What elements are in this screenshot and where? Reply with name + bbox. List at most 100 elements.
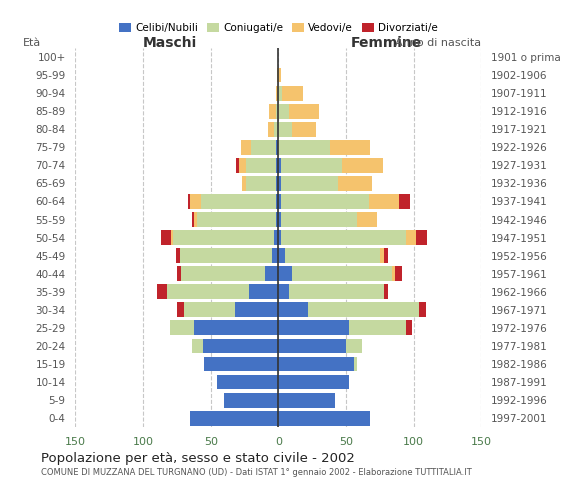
Bar bbox=[369, 194, 399, 209]
Bar bbox=[278, 158, 281, 173]
Bar bbox=[281, 158, 342, 173]
Bar bbox=[177, 302, 184, 317]
Bar bbox=[308, 302, 419, 317]
Text: COMUNE DI MUZZANA DEL TURGNANO (UD) - Dati ISTAT 1° gennaio 2002 - Elaborazione : COMUNE DI MUZZANA DEL TURGNANO (UD) - Da… bbox=[41, 468, 472, 477]
Bar bbox=[218, 375, 278, 389]
Bar bbox=[172, 230, 173, 245]
Bar bbox=[274, 122, 278, 137]
Bar bbox=[235, 302, 278, 317]
Bar bbox=[338, 176, 372, 191]
Bar bbox=[224, 393, 278, 408]
Bar bbox=[342, 158, 383, 173]
Bar bbox=[384, 284, 388, 299]
Bar bbox=[176, 248, 180, 263]
Bar bbox=[354, 357, 357, 372]
Bar bbox=[276, 176, 278, 191]
Bar bbox=[242, 176, 246, 191]
Bar bbox=[282, 86, 303, 100]
Bar bbox=[157, 284, 168, 299]
Bar bbox=[281, 212, 357, 227]
Bar bbox=[278, 357, 354, 372]
Text: Popolazione per età, sesso e stato civile - 2002: Popolazione per età, sesso e stato civil… bbox=[41, 452, 354, 465]
Bar bbox=[276, 194, 278, 209]
Bar bbox=[204, 357, 278, 372]
Bar bbox=[192, 338, 202, 353]
Bar bbox=[170, 321, 194, 336]
Bar bbox=[192, 212, 194, 227]
Legend: Celibi/Nubili, Coniugati/e, Vedovi/e, Divorziati/e: Celibi/Nubili, Coniugati/e, Vedovi/e, Di… bbox=[115, 19, 442, 37]
Bar bbox=[161, 230, 172, 245]
Bar bbox=[278, 284, 289, 299]
Bar bbox=[267, 122, 274, 137]
Bar bbox=[180, 248, 271, 263]
Bar bbox=[289, 284, 384, 299]
Bar bbox=[277, 68, 278, 83]
Bar bbox=[246, 158, 276, 173]
Bar bbox=[281, 194, 369, 209]
Bar bbox=[237, 158, 239, 173]
Bar bbox=[276, 86, 278, 100]
Bar bbox=[419, 302, 426, 317]
Text: Femmine: Femmine bbox=[351, 36, 422, 50]
Bar bbox=[181, 266, 265, 281]
Bar bbox=[278, 230, 281, 245]
Bar bbox=[384, 248, 388, 263]
Bar bbox=[190, 411, 278, 426]
Bar bbox=[197, 212, 276, 227]
Bar bbox=[278, 194, 281, 209]
Bar bbox=[184, 302, 235, 317]
Bar bbox=[278, 266, 292, 281]
Bar bbox=[278, 68, 281, 83]
Bar bbox=[173, 230, 274, 245]
Bar bbox=[380, 248, 384, 263]
Bar bbox=[274, 230, 278, 245]
Text: Età: Età bbox=[23, 38, 41, 48]
Bar bbox=[278, 302, 308, 317]
Bar bbox=[278, 248, 285, 263]
Bar bbox=[395, 266, 401, 281]
Bar bbox=[330, 140, 371, 155]
Bar bbox=[269, 104, 276, 119]
Bar bbox=[201, 194, 276, 209]
Bar bbox=[276, 140, 278, 155]
Bar bbox=[346, 338, 362, 353]
Bar bbox=[190, 194, 201, 209]
Bar bbox=[278, 375, 349, 389]
Bar bbox=[278, 104, 289, 119]
Bar bbox=[278, 176, 281, 191]
Bar bbox=[202, 338, 278, 353]
Text: Anno di nascita: Anno di nascita bbox=[396, 38, 481, 48]
Bar bbox=[357, 212, 377, 227]
Bar bbox=[276, 212, 278, 227]
Bar bbox=[278, 321, 349, 336]
Bar bbox=[278, 122, 292, 137]
Bar bbox=[416, 230, 427, 245]
Text: Maschi: Maschi bbox=[143, 36, 197, 50]
Bar bbox=[399, 194, 409, 209]
Bar bbox=[278, 338, 346, 353]
Bar bbox=[278, 86, 282, 100]
Bar bbox=[405, 230, 416, 245]
Bar bbox=[349, 321, 405, 336]
Bar bbox=[168, 284, 249, 299]
Bar bbox=[278, 411, 371, 426]
Bar bbox=[188, 194, 190, 209]
Bar bbox=[278, 212, 281, 227]
Bar bbox=[278, 393, 335, 408]
Bar bbox=[271, 248, 278, 263]
Bar bbox=[246, 176, 276, 191]
Bar bbox=[392, 266, 395, 281]
Bar bbox=[249, 284, 278, 299]
Bar bbox=[177, 266, 181, 281]
Bar bbox=[278, 140, 330, 155]
Bar bbox=[285, 248, 380, 263]
Bar bbox=[239, 158, 246, 173]
Bar bbox=[251, 140, 276, 155]
Bar bbox=[292, 266, 392, 281]
Bar bbox=[289, 104, 319, 119]
Bar bbox=[281, 176, 338, 191]
Bar bbox=[194, 212, 197, 227]
Bar bbox=[292, 122, 316, 137]
Bar bbox=[281, 230, 405, 245]
Bar bbox=[405, 321, 412, 336]
